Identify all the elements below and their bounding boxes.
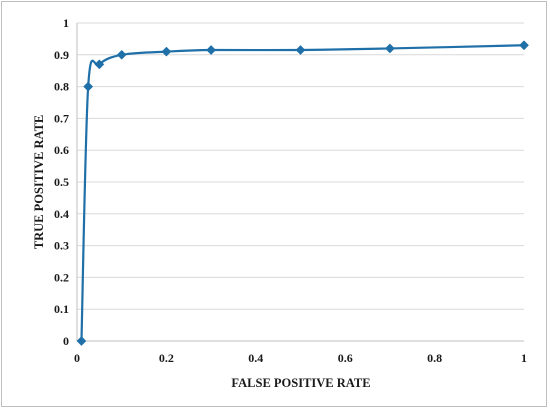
roc-point-marker xyxy=(519,40,529,51)
x-tick-label: 1 xyxy=(521,351,527,365)
roc-point-marker xyxy=(384,43,395,54)
y-tick-label: 0.2 xyxy=(54,270,69,284)
roc-curve-markers xyxy=(76,40,529,346)
y-tick-label: 0 xyxy=(63,334,69,348)
roc-curve-line xyxy=(80,44,525,342)
y-axis-label: TRUE POSITIVE RATE xyxy=(32,115,46,250)
y-tick-label: 0.5 xyxy=(54,175,69,189)
roc-point-marker xyxy=(295,45,306,55)
roc-point-marker xyxy=(94,59,105,70)
y-tick-label: 0.3 xyxy=(54,239,69,253)
roc-point-marker xyxy=(83,81,94,92)
y-tick-label: 0.4 xyxy=(54,207,69,221)
y-tick-label: 0.7 xyxy=(54,111,69,125)
y-tick-label: 0.8 xyxy=(54,80,69,94)
y-tick-label: 1 xyxy=(63,16,69,30)
x-tick-label: 0.2 xyxy=(159,351,174,365)
y-tick-label: 0.1 xyxy=(54,302,69,316)
roc-point-marker xyxy=(76,336,87,346)
axes xyxy=(76,23,524,342)
roc-point-marker xyxy=(116,49,127,60)
x-axis-label: FALSE POSITIVE RATE xyxy=(231,376,370,390)
y-tick-label: 0.9 xyxy=(54,48,69,62)
gridlines xyxy=(77,22,524,342)
x-tick-labels: 0 0.2 0.4 0.6 0.8 1 xyxy=(74,351,527,365)
roc-point-marker xyxy=(161,46,172,57)
y-tick-labels: 0 0.1 0.2 0.3 0.4 0.5 0.6 0.7 0.8 0.9 1 xyxy=(54,16,69,348)
x-tick-label: 0.4 xyxy=(248,351,263,365)
x-tick-label: 0 xyxy=(74,351,80,365)
roc-point-marker xyxy=(206,45,217,55)
x-tick-label: 0.6 xyxy=(338,351,353,365)
y-tick-label: 0.6 xyxy=(54,143,69,157)
x-tick-label: 0.8 xyxy=(427,351,442,365)
